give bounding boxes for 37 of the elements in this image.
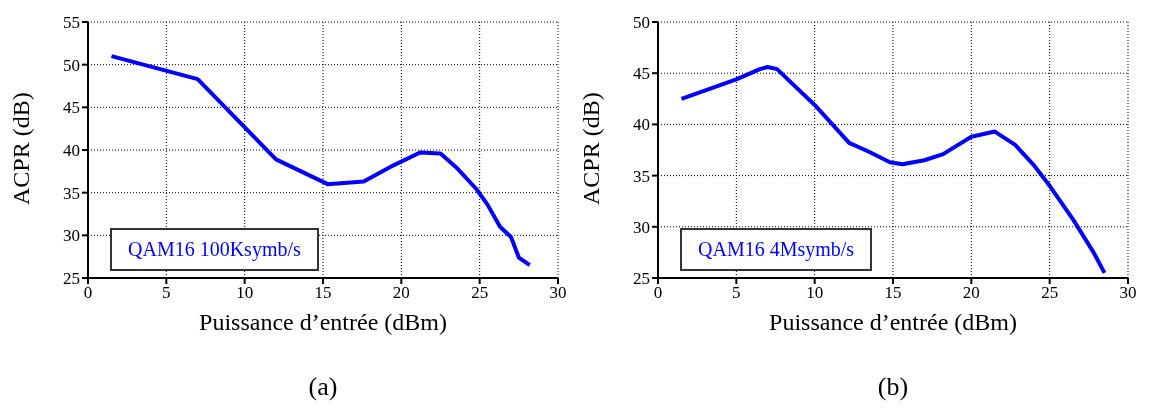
x-tick-label: 15 [314,283,332,303]
y-tick-label: 40 [633,115,650,135]
text: (b) [876,372,910,402]
x-tick-label: 20 [962,283,980,303]
y-tick-label: 25 [63,269,80,289]
x-tick-label: 10 [236,283,254,303]
y-axis-title: ACPR (dB) [7,92,34,205]
x-tick-label: 20 [392,283,410,303]
y-tick-label: 45 [633,64,650,84]
annotation: QAM16 100Ksymb/s [110,228,319,271]
y-tick-label: 30 [63,226,80,246]
x-axis-title: Puissance d’entrée (dBm) [199,309,447,335]
x-tick-label: 30 [549,283,567,303]
annotation: QAM16 4Msymb/s [680,228,873,271]
y-tick-label: 40 [63,141,80,161]
text: (a) [307,372,339,402]
x-tick-label: 10 [806,283,824,303]
y-tick-label: 55 [63,13,80,33]
x-tick-label: 15 [884,283,902,303]
x-tick-label: 25 [471,283,489,303]
x-tick-label: 30 [1119,283,1137,303]
x-tick-label: 25 [1041,283,1059,303]
x-tick-label: 0 [653,283,663,303]
line-series [679,65,1107,275]
y-tick-label: 30 [633,217,650,237]
y-tick-label: 25 [633,269,650,289]
x-tick-label: 5 [162,283,171,303]
x-axis-title: Puissance d’entrée (dBm) [769,309,1017,335]
y-tick-label: 35 [633,166,650,186]
x-tick-label: 0 [83,283,93,303]
y-tick-label: 50 [63,55,80,75]
y-axis-title: ACPR (dB) [577,92,604,205]
y-tick-label: 50 [633,13,650,33]
y-tick-label: 35 [63,183,80,203]
y-tick-label: 45 [63,98,80,118]
x-tick-label: 5 [732,283,741,303]
line-series [109,54,532,268]
